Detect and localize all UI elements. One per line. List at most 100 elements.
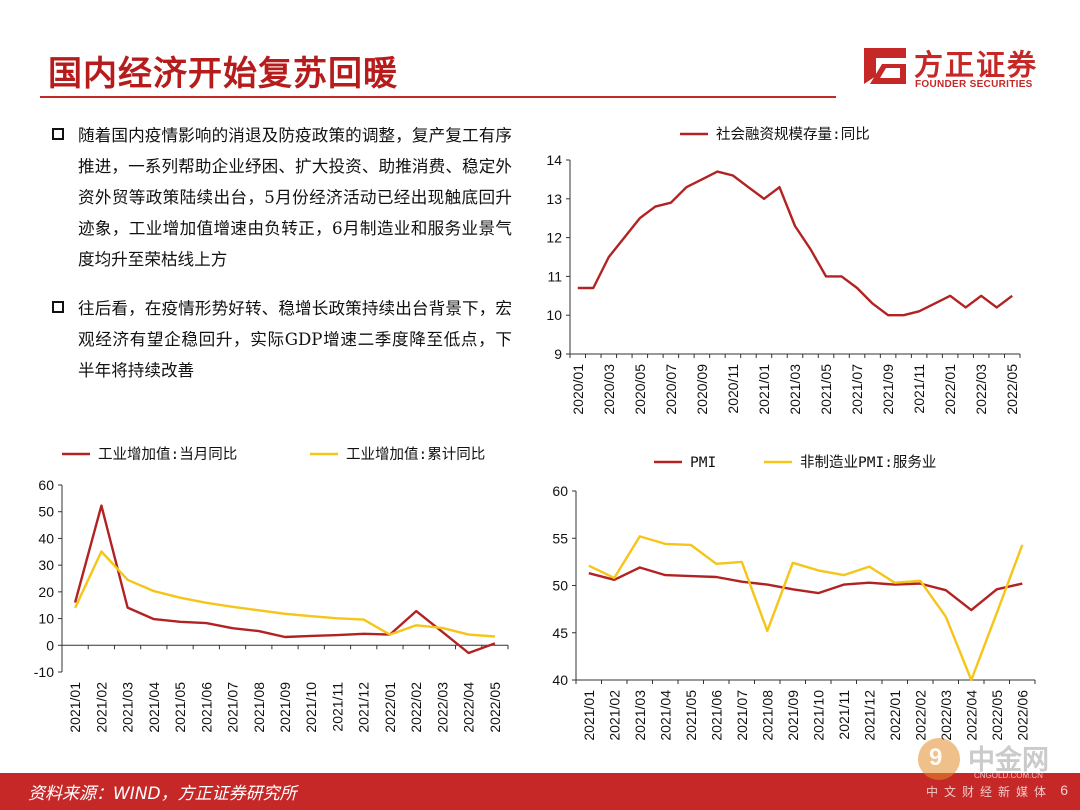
x-tick-label: 2022/03 xyxy=(973,364,989,415)
x-tick-label: 2021/06 xyxy=(708,690,724,741)
x-tick-label: 2021/06 xyxy=(198,682,214,733)
x-tick-label: 2021/08 xyxy=(759,690,775,741)
x-tick-label: 2022/02 xyxy=(912,690,928,741)
x-tick-label: 2021/12 xyxy=(861,690,877,741)
legend-label: PMI xyxy=(690,455,716,471)
bullet-item: 随着国内疫情影响的消退及防疫政策的调整，复产复工有序推进，一系列帮助企业纾困、扩… xyxy=(52,120,512,275)
title-divider xyxy=(40,96,836,98)
x-tick-label: 2021/01 xyxy=(756,364,772,415)
bullet-text: 往后看，在疫情形势好转、稳增长政策持续出台背景下，宏观经济有望企稳回升，实际GD… xyxy=(78,299,512,380)
x-tick-label: 2021/03 xyxy=(632,690,648,741)
watermark: 9 中金网 CNGOLD.COM.CN 中文财经新媒体 xyxy=(918,738,1078,808)
x-tick-label: 2021/08 xyxy=(251,682,267,733)
x-tick-label: 2021/11 xyxy=(329,682,345,732)
x-tick-label: 2020/07 xyxy=(663,364,679,415)
x-tick-label: 2021/07 xyxy=(225,682,241,733)
y-tick-label: 55 xyxy=(552,530,568,546)
x-tick-label: 2022/01 xyxy=(887,690,903,741)
square-bullet-icon xyxy=(52,128,64,140)
square-bullet-icon xyxy=(52,301,64,313)
x-tick-label: 2021/11 xyxy=(911,364,927,414)
x-tick-label: 2022/05 xyxy=(487,682,503,733)
x-tick-label: 2020/05 xyxy=(632,364,648,415)
x-tick-label: 2021/01 xyxy=(67,682,83,733)
watermark-name: 中金网 xyxy=(968,745,1049,776)
x-tick-label: 2021/10 xyxy=(303,682,319,733)
x-tick-label: 2021/09 xyxy=(277,682,293,733)
x-tick-label: 2022/04 xyxy=(461,682,477,733)
series-line-2 xyxy=(74,550,495,638)
bullet-list: 随着国内疫情影响的消退及防疫政策的调整，复产复工有序推进，一系列帮助企业纾困、扩… xyxy=(52,120,512,404)
x-tick-label: 2020/01 xyxy=(570,364,586,415)
x-tick-label: 2020/03 xyxy=(601,364,617,415)
x-tick-label: 2021/02 xyxy=(606,690,622,741)
x-tick-label: 2021/04 xyxy=(146,682,162,733)
x-tick-label: 2021/01 xyxy=(581,690,597,741)
x-tick-label: 2020/09 xyxy=(694,364,710,415)
x-tick-label: 2021/03 xyxy=(787,364,803,415)
y-tick-label: 14 xyxy=(546,152,562,168)
series-line-1 xyxy=(577,170,1013,317)
legend-label: 社会融资规模存量:同比 xyxy=(716,126,870,143)
series-line-1 xyxy=(73,504,496,655)
y-tick-label: 60 xyxy=(38,477,54,493)
y-tick-label: 10 xyxy=(38,611,54,627)
x-tick-label: 2021/05 xyxy=(818,364,834,415)
x-tick-label: 2022/05 xyxy=(989,690,1005,741)
bullet-item: 往后看，在疫情形势好转、稳增长政策持续出台背景下，宏观经济有望企稳回升，实际GD… xyxy=(52,293,512,386)
x-tick-label: 2022/03 xyxy=(938,690,954,741)
y-tick-label: 10 xyxy=(546,307,562,323)
x-tick-label: 2021/07 xyxy=(734,690,750,741)
x-tick-label: 2022/02 xyxy=(408,682,424,733)
watermark-url: CNGOLD.COM.CN xyxy=(974,771,1043,780)
y-tick-label: -10 xyxy=(34,664,54,680)
x-tick-label: 2021/10 xyxy=(810,690,826,741)
x-tick-label: 2022/03 xyxy=(434,682,450,733)
y-tick-label: 13 xyxy=(546,191,562,207)
x-tick-label: 2021/05 xyxy=(683,690,699,741)
x-tick-label: 2020/11 xyxy=(725,364,741,414)
legend-label: 工业增加值:当月同比 xyxy=(98,446,237,463)
series-line-2 xyxy=(588,535,1024,682)
y-tick-label: 60 xyxy=(552,483,568,499)
logo-mark-icon xyxy=(864,48,906,84)
chart-pmi: 40 45 50 55 60 2021/01 2021/02 2021/03 2021/04 20… xyxy=(552,454,1036,741)
y-tick-label: 20 xyxy=(38,584,54,600)
x-tick-label: 2021/07 xyxy=(849,364,865,415)
chart-social-financing: 9 10 11 12 13 14 2020/01 2020/03 2020/05 2020/07 2… xyxy=(546,126,1021,415)
x-tick-label: 2021/12 xyxy=(356,682,372,733)
watermark-tagline: 中文财经新媒体 xyxy=(926,785,1053,799)
bullet-text: 随着国内疫情影响的消退及防疫政策的调整，复产复工有序推进，一系列帮助企业纾困、扩… xyxy=(78,126,512,269)
x-tick-label: 2022/01 xyxy=(382,682,398,733)
x-tick-label: 2022/05 xyxy=(1004,364,1020,415)
logo-name-en: FOUNDER SECURITIES xyxy=(915,79,1033,90)
y-tick-label: 12 xyxy=(546,230,562,246)
brand-logo: 方正证券 FOUNDER SECURITIES xyxy=(862,44,1047,92)
x-tick-label: 2021/09 xyxy=(880,364,896,415)
y-tick-label: 40 xyxy=(38,530,54,546)
y-tick-label: 40 xyxy=(552,672,568,688)
x-tick-label: 2021/03 xyxy=(120,682,136,733)
footer-bar: 资料来源：WIND，方正证券研究所 6 xyxy=(0,773,1080,810)
data-source: 资料来源：WIND，方正证券研究所 xyxy=(28,784,297,804)
page-title: 国内经济开始复苏回暖 xyxy=(48,54,398,94)
x-tick-label: 2021/09 xyxy=(785,690,801,741)
x-tick-label: 2021/11 xyxy=(836,690,852,740)
x-tick-label: 2021/05 xyxy=(172,682,188,733)
legend-label: 工业增加值:累计同比 xyxy=(346,446,485,463)
page-number: 6 xyxy=(1060,782,1068,798)
y-tick-label: 50 xyxy=(552,578,568,594)
y-tick-label: 45 xyxy=(552,625,568,641)
watermark-logo-icon: 9 xyxy=(918,738,960,780)
legend-label: 非制造业PMI:服务业 xyxy=(800,454,936,471)
x-tick-label: 2021/02 xyxy=(93,682,109,733)
x-tick-label: 2021/04 xyxy=(657,690,673,741)
series-line-1 xyxy=(588,566,1023,612)
x-tick-label: 2022/04 xyxy=(963,690,979,741)
y-tick-label: 9 xyxy=(554,346,562,362)
chart-industrial-value-added: -10 0 10 20 30 40 50 60 2021/01 2021/02 2021/03 202… xyxy=(34,446,509,733)
x-tick-label: 2022/06 xyxy=(1014,690,1030,741)
y-tick-label: 50 xyxy=(38,504,54,520)
logo-name-cn: 方正证券 xyxy=(914,48,1039,82)
y-tick-label: 30 xyxy=(38,557,54,573)
